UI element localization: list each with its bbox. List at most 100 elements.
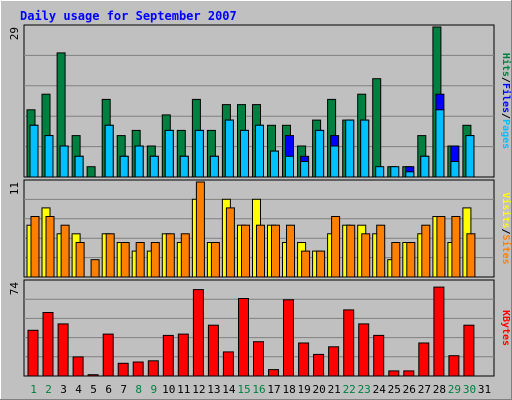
- bar-sites-day-1: [30, 216, 40, 278]
- bar-sites-day-24: [376, 224, 386, 278]
- bar-pages-day-18: [285, 155, 294, 178]
- bar-pages-day-13: [209, 155, 219, 178]
- bar-kbytes-day-23: [358, 323, 370, 377]
- bar-sites-day-27: [421, 224, 431, 278]
- x-tick-label-day-6: 6: [105, 383, 112, 396]
- bar-kbytes-day-29: [448, 355, 460, 377]
- bar-sites-day-14: [225, 207, 235, 278]
- bar-kbytes-day-30: [463, 324, 475, 377]
- bar-pages-day-17: [270, 150, 279, 178]
- y-axis-label-part: /: [500, 77, 511, 83]
- x-tick-label-day-26: 26: [403, 383, 416, 396]
- bar-pages-day-15: [240, 129, 249, 178]
- x-tick-label-day-28: 28: [433, 383, 446, 396]
- bar-sites-day-13: [210, 242, 220, 278]
- x-tick-label-day-31: 31: [478, 383, 491, 396]
- bar-kbytes-day-3: [57, 323, 69, 377]
- bar-sites-day-3: [60, 224, 70, 278]
- x-tick-label-day-24: 24: [373, 383, 387, 396]
- panel-top: 29 Hits/Files/Pages: [8, 24, 512, 178]
- bar-kbytes-day-16: [253, 341, 264, 377]
- bar-sites-day-15: [241, 224, 250, 278]
- bar-pages-day-8: [134, 145, 144, 178]
- x-tick-label-day-5: 5: [90, 383, 97, 396]
- bar-sites-day-7: [120, 242, 130, 278]
- bar-kbytes-day-26: [403, 370, 415, 377]
- y-max-label: 74: [8, 282, 21, 296]
- bar-kbytes-day-13: [207, 324, 219, 377]
- bar-pages-day-9: [149, 155, 159, 178]
- x-tick-label-day-4: 4: [75, 383, 82, 396]
- bar-sites-day-20: [316, 250, 326, 278]
- bar-kbytes-day-5: [87, 374, 99, 377]
- bar-kbytes-day-17: [268, 369, 279, 377]
- bar-kbytes-day-20: [313, 353, 325, 377]
- bar-sites-day-18: [286, 224, 295, 278]
- bar-sites-day-21: [331, 216, 341, 278]
- x-tick-label-day-1: 1: [30, 383, 37, 396]
- bar-sites-day-30: [466, 233, 476, 278]
- bar-sites-day-5: [90, 259, 100, 278]
- bar-kbytes-day-1: [27, 329, 39, 377]
- bar-pages-day-10: [164, 129, 174, 178]
- y-axis-label-part: Files: [500, 83, 512, 113]
- bar-kbytes-day-27: [418, 342, 430, 377]
- y-axis-label-part: /: [500, 228, 511, 234]
- bar-sites-day-25: [391, 242, 401, 278]
- x-tick-label-day-27: 27: [418, 383, 431, 396]
- x-tick-label-day-25: 25: [388, 383, 401, 396]
- bar-pages-day-14: [224, 119, 234, 178]
- bar-pages-day-30: [465, 135, 475, 178]
- bar-kbytes-day-6: [102, 333, 114, 377]
- x-tick-label-day-13: 13: [207, 383, 220, 396]
- x-tick-label-day-15: 15: [237, 383, 250, 396]
- bar-sites-day-23: [361, 233, 371, 278]
- bar-kbytes-day-15: [238, 298, 249, 377]
- x-tick-label-day-20: 20: [312, 383, 325, 396]
- bar-pages-day-3: [59, 145, 69, 178]
- x-tick-labels: 1 2 3 4 5 6 7 8 9 10 11 12 13 14 15 16 17 18 19 20 21 22 23 24 2…: [30, 383, 491, 396]
- bar-kbytes-day-9: [147, 360, 159, 377]
- bar-pages-day-23: [360, 119, 370, 178]
- bar-pages-day-20: [315, 129, 325, 178]
- x-tick-label-day-21: 21: [328, 383, 341, 396]
- bar-sites-day-16: [256, 224, 265, 278]
- series-sites: [30, 181, 476, 278]
- bar-pages-day-11: [179, 155, 189, 178]
- bar-kbytes-day-28: [433, 286, 445, 377]
- bar-pages-day-16: [255, 124, 264, 178]
- y-axis-label-part: /: [500, 113, 511, 119]
- bar-kbytes-day-22: [343, 309, 355, 377]
- x-tick-label-day-23: 23: [358, 383, 371, 396]
- bar-pages-day-12: [194, 129, 204, 178]
- x-tick-label-day-16: 16: [252, 383, 265, 396]
- bar-sites-day-29: [451, 216, 461, 278]
- y-max-label: 29: [8, 27, 21, 40]
- bar-kbytes-day-18: [283, 299, 294, 377]
- bar-sites-day-9: [150, 242, 160, 278]
- series-pages: [29, 109, 475, 178]
- x-tick-label-day-30: 30: [463, 383, 476, 396]
- bar-kbytes-day-14: [222, 351, 234, 377]
- bar-sites-day-19: [301, 250, 311, 278]
- bar-kbytes-day-7: [117, 362, 129, 377]
- bar-kbytes-day-19: [298, 342, 310, 377]
- x-tick-label-day-14: 14: [222, 383, 236, 396]
- y-axis-label-part: Sites: [500, 235, 512, 265]
- bar-sites-day-17: [271, 224, 280, 278]
- bar-kbytes-day-11: [177, 333, 189, 377]
- bar-pages-day-29: [450, 161, 460, 178]
- bar-sites-day-22: [346, 224, 356, 278]
- bar-kbytes-day-2: [42, 312, 54, 377]
- bar-kbytes-day-10: [162, 334, 174, 377]
- bar-kbytes-day-4: [72, 356, 84, 377]
- y-axis-label-part: KBytes: [500, 310, 511, 346]
- bar-pages-day-24: [375, 166, 385, 178]
- bar-pages-day-28: [435, 109, 445, 178]
- y-axis-label: KBytes: [500, 310, 511, 346]
- bar-pages-day-22: [345, 119, 355, 178]
- y-axis-label: Hits/Files/Pages: [500, 53, 512, 149]
- bar-kbytes-day-21: [328, 346, 340, 377]
